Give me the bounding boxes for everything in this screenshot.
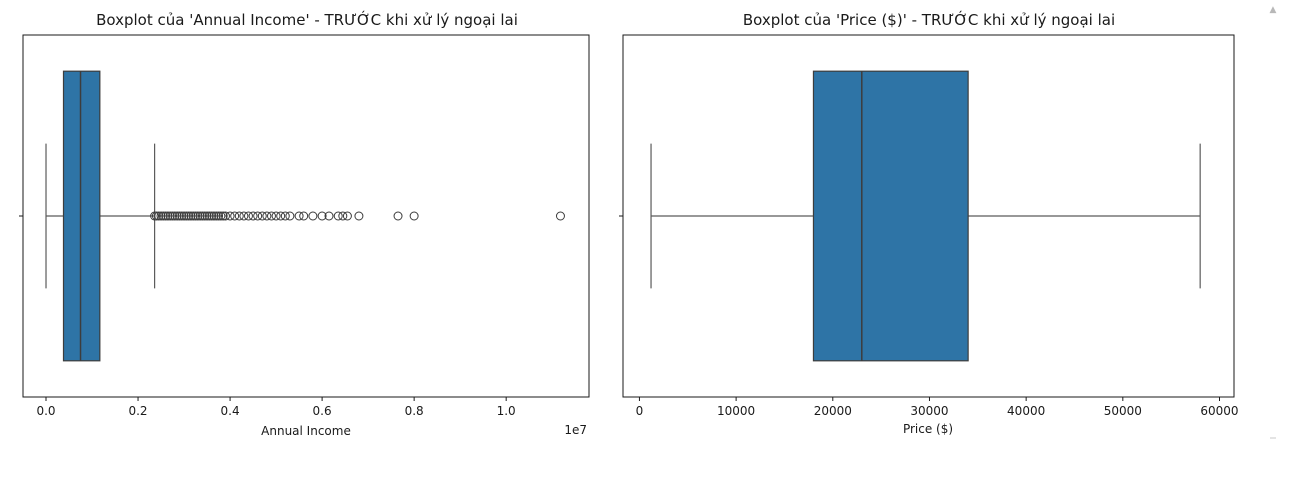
chart-annual-income: Boxplot của 'Annual Income' - TRƯỚC khi …: [19, 10, 590, 438]
outlier-point: [197, 211, 207, 221]
x-axis-offset-label: 1e7: [564, 423, 587, 437]
outlier-point: [308, 211, 318, 221]
outlier-point: [294, 211, 304, 221]
outlier-point: [230, 211, 240, 221]
outlier-point: [151, 211, 161, 221]
outlier-point: [158, 211, 168, 221]
outlier-point: [555, 211, 565, 221]
x-axis-label: Annual Income: [261, 424, 351, 438]
outlier-point: [191, 211, 201, 221]
iqr-box: [812, 70, 969, 362]
x-tick-label: 20000: [814, 404, 852, 418]
x-tick-label: 60000: [1200, 404, 1238, 418]
chart-title: Boxplot của 'Price ($)' - TRƯỚC khi xử l…: [743, 10, 1115, 29]
outlier-point: [248, 211, 258, 221]
x-tick-group: 0.0 0.2 0.4 0.6 0.8 1.0: [36, 397, 516, 418]
outlier-point: [354, 211, 364, 221]
outlier-point: [239, 211, 249, 221]
outlier-point: [214, 211, 224, 221]
x-tick-label: 0.4: [221, 404, 240, 418]
box-group: [812, 70, 969, 362]
outlier-point: [257, 211, 267, 221]
outlier-point: [333, 211, 343, 221]
chart-title: Boxplot của 'Annual Income' - TRƯỚC khi …: [96, 10, 518, 29]
outlier-point: [234, 211, 244, 221]
outlier-point: [338, 211, 348, 221]
outlier-point: [324, 211, 334, 221]
outlier-point: [161, 211, 171, 221]
x-tick-label: 1.0: [497, 404, 516, 418]
outlier-point: [195, 211, 205, 221]
outlier-point: [243, 211, 253, 221]
outlier-point: [266, 211, 276, 221]
plot-area: [45, 70, 565, 362]
flier-group: [150, 211, 565, 221]
outlier-point: [271, 211, 281, 221]
x-axis-label: Price ($): [903, 422, 953, 436]
x-tick-label: 50000: [1104, 404, 1142, 418]
outlier-point: [181, 211, 191, 221]
outlier-point: [204, 211, 214, 221]
outlier-point: [165, 211, 175, 221]
outlier-point: [188, 211, 198, 221]
outlier-point: [218, 211, 228, 221]
outlier-point: [163, 211, 173, 221]
outlier-point: [156, 211, 166, 221]
iqr-box: [62, 70, 101, 362]
outlier-point: [280, 211, 290, 221]
outlier-point: [184, 211, 194, 221]
x-tick-label: 0.6: [313, 404, 332, 418]
x-tick-label: 0: [636, 404, 644, 418]
x-tick-label: 0.8: [405, 404, 424, 418]
outlier-point: [174, 211, 184, 221]
plot-area: [650, 70, 1201, 362]
outlier-point: [285, 211, 295, 221]
outlier-point: [172, 211, 182, 221]
outlier-point: [409, 211, 419, 221]
x-tick-label: 0.0: [36, 404, 55, 418]
outlier-point: [170, 211, 180, 221]
outlier-point: [193, 211, 203, 221]
outlier-point: [393, 211, 403, 221]
outlier-point: [202, 211, 212, 221]
outlier-point: [209, 211, 219, 221]
outlier-point: [220, 211, 230, 221]
outlier-point: [262, 211, 272, 221]
box-group: [62, 70, 101, 362]
outlier-point: [186, 211, 196, 221]
outlier-point: [216, 211, 226, 221]
outlier-point: [317, 211, 327, 221]
outlier-point: [342, 211, 352, 221]
outlier-point: [211, 211, 221, 221]
scroll-up-arrow-icon[interactable]: ▲: [1270, 5, 1277, 15]
outlier-point: [276, 211, 286, 221]
chart-price: Boxplot của 'Price ($)' - TRƯỚC khi xử l…: [619, 10, 1239, 436]
outlier-point: [179, 211, 189, 221]
outlier-point: [225, 211, 235, 221]
outlier-point: [168, 211, 178, 221]
whisker-group: [650, 143, 1201, 289]
outlier-point: [253, 211, 263, 221]
x-tick-label: 30000: [910, 404, 948, 418]
x-tick-label: 10000: [717, 404, 755, 418]
outlier-point: [299, 211, 309, 221]
x-tick-label: 0.2: [128, 404, 147, 418]
outlier-point: [207, 211, 217, 221]
outlier-point: [154, 211, 164, 221]
outlier-point: [200, 211, 210, 221]
x-tick-label: 40000: [1007, 404, 1045, 418]
outlier-point: [177, 211, 187, 221]
x-tick-group: 0 10000 20000 30000 40000 50000 60000: [636, 397, 1239, 418]
